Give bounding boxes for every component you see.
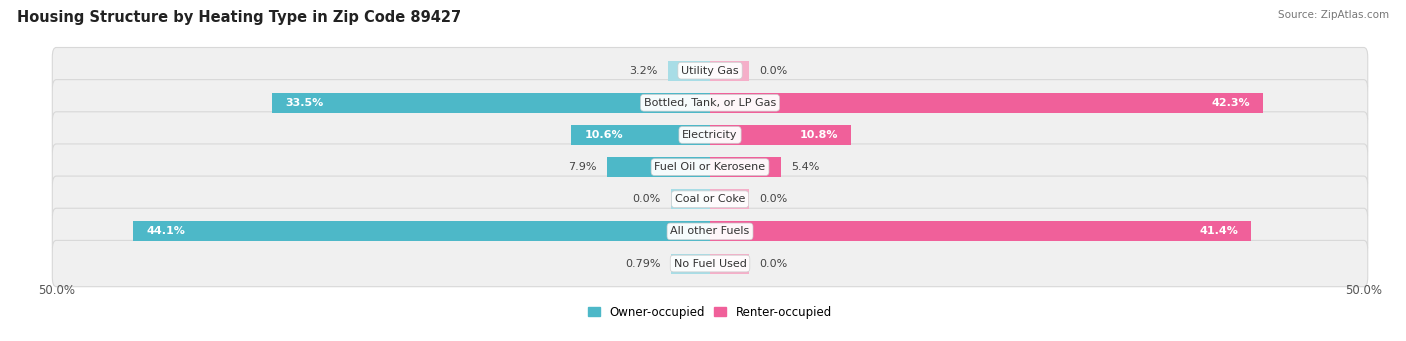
Text: Housing Structure by Heating Type in Zip Code 89427: Housing Structure by Heating Type in Zip… (17, 10, 461, 25)
Text: Fuel Oil or Kerosene: Fuel Oil or Kerosene (654, 162, 766, 172)
Bar (710, 189, 749, 209)
Text: 33.5%: 33.5% (285, 98, 323, 108)
Text: 10.6%: 10.6% (585, 130, 623, 140)
Text: 0.0%: 0.0% (759, 258, 787, 269)
Text: 0.0%: 0.0% (633, 194, 661, 204)
Bar (607, 157, 710, 177)
Text: Bottled, Tank, or LP Gas: Bottled, Tank, or LP Gas (644, 98, 776, 108)
Text: No Fuel Used: No Fuel Used (673, 258, 747, 269)
Text: Coal or Coke: Coal or Coke (675, 194, 745, 204)
Bar (710, 157, 780, 177)
Bar (710, 93, 1263, 113)
Text: 42.3%: 42.3% (1212, 98, 1250, 108)
Text: All other Fuels: All other Fuels (671, 226, 749, 236)
Bar (710, 125, 851, 145)
Text: Utility Gas: Utility Gas (682, 65, 738, 76)
Text: Electricity: Electricity (682, 130, 738, 140)
FancyBboxPatch shape (52, 144, 1368, 190)
FancyBboxPatch shape (52, 240, 1368, 287)
Bar (668, 61, 710, 80)
FancyBboxPatch shape (52, 47, 1368, 94)
FancyBboxPatch shape (52, 208, 1368, 254)
Text: 44.1%: 44.1% (146, 226, 186, 236)
Legend: Owner-occupied, Renter-occupied: Owner-occupied, Renter-occupied (583, 301, 837, 323)
Bar (134, 221, 710, 241)
Bar (710, 221, 1251, 241)
Text: 7.9%: 7.9% (568, 162, 596, 172)
FancyBboxPatch shape (52, 80, 1368, 126)
Text: 5.4%: 5.4% (792, 162, 820, 172)
Bar (710, 61, 749, 80)
Text: 0.0%: 0.0% (759, 65, 787, 76)
FancyBboxPatch shape (52, 176, 1368, 222)
Bar (710, 254, 749, 273)
FancyBboxPatch shape (52, 112, 1368, 158)
Text: Source: ZipAtlas.com: Source: ZipAtlas.com (1278, 10, 1389, 20)
Bar (671, 254, 710, 273)
Text: 41.4%: 41.4% (1199, 226, 1239, 236)
Text: 10.8%: 10.8% (800, 130, 838, 140)
Bar (571, 125, 710, 145)
Text: 0.0%: 0.0% (759, 194, 787, 204)
Bar (671, 189, 710, 209)
Text: 0.79%: 0.79% (624, 258, 661, 269)
Text: 3.2%: 3.2% (630, 65, 658, 76)
Bar (271, 93, 710, 113)
